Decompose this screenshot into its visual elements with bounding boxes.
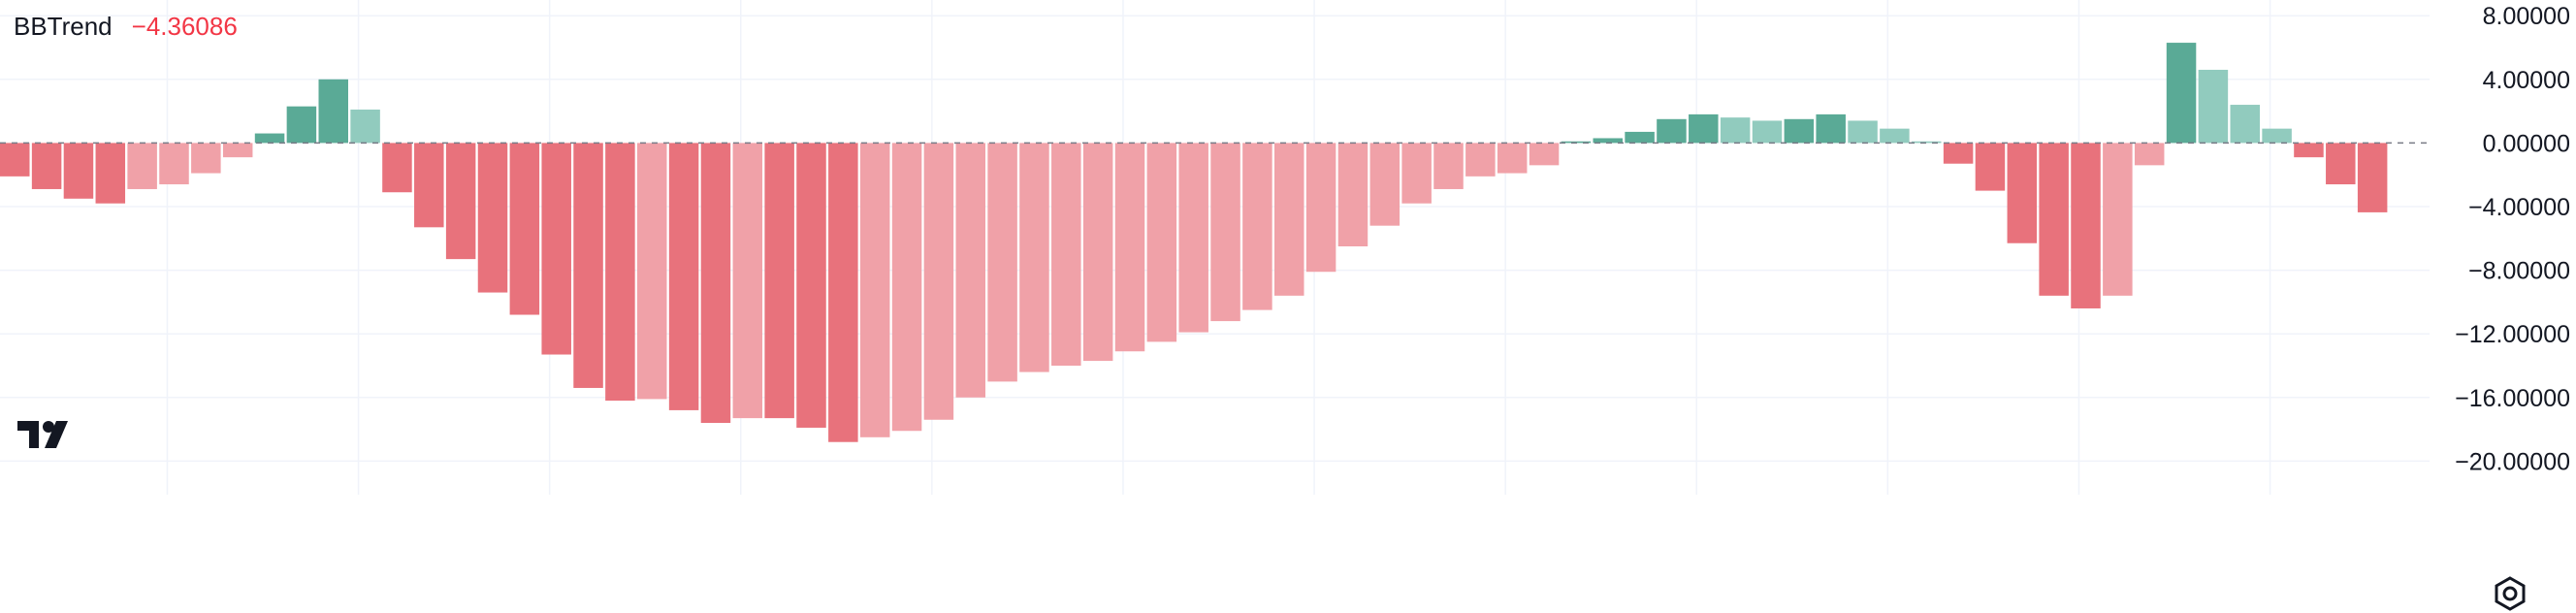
histogram-bar [1975,143,2006,191]
histogram-bar [2071,143,2101,308]
histogram-bar [1657,118,1687,144]
histogram-bar [1816,113,1846,144]
histogram-bar [191,143,221,174]
histogram-bar [859,143,890,437]
histogram-bar [732,143,763,419]
histogram-bar [891,143,922,432]
histogram-bar [1497,143,1528,174]
y-tick-label: −16.00000 [2455,385,2570,412]
histogram-bar [1593,138,1623,144]
histogram-bar [1146,143,1177,342]
indicator-value: −4.36086 [131,12,238,41]
histogram-bar [1465,143,1496,177]
histogram-bar [2198,69,2229,144]
histogram-bar [955,143,985,398]
chart-bars [0,43,2388,442]
histogram-bar [159,143,189,185]
histogram-bar [350,109,380,144]
histogram-bar [318,79,348,144]
histogram-bar [987,143,1017,382]
histogram-bar [31,143,62,189]
histogram-bar [637,143,667,400]
y-tick-label: −12.00000 [2455,321,2570,348]
histogram-bar [445,143,476,260]
histogram-bar [477,143,508,293]
histogram-bar [2230,105,2260,144]
y-tick-label: −8.00000 [2468,258,2570,285]
y-tick-label: 0.00000 [2483,130,2570,157]
histogram-bar [764,143,794,419]
tradingview-logo-icon[interactable] [17,419,78,450]
histogram-bar [2039,143,2069,296]
histogram-bar [1752,120,1783,144]
histogram-bar [1051,143,1081,366]
histogram-bar [796,143,826,428]
bbtrend-chart: 8.00000 4.00000 0.00000 −4.00000 −8.00000 −12… [0,0,2570,495]
histogram-bar [1401,143,1432,204]
histogram-bar [700,143,731,424]
histogram-bar [1561,141,1592,144]
histogram-bar [414,143,444,228]
histogram-bar [222,143,253,158]
histogram-bar [2007,143,2038,243]
settings-gear-icon[interactable] [2491,574,2529,613]
indicator-name: BBTrend [14,12,113,41]
histogram-bar [828,143,858,442]
histogram-bar [1720,117,1751,144]
histogram-bar [2262,128,2292,144]
histogram-bar [1178,143,1208,333]
histogram-bar [95,143,126,204]
histogram-bar [1912,141,1942,144]
y-tick-label: 4.00000 [2483,67,2570,94]
histogram-bar [0,143,30,177]
histogram-bar [2294,143,2324,158]
histogram-bar [1019,143,1049,372]
histogram-bar [1274,143,1304,296]
histogram-bar [1433,143,1464,189]
histogram-bar [382,143,412,193]
histogram-bar [2103,143,2133,296]
y-tick-label: −4.00000 [2468,194,2570,221]
histogram-bar [1625,131,1655,144]
histogram-bar [1369,143,1401,226]
histogram-bar [1242,143,1272,310]
histogram-bar [1529,143,1560,166]
histogram-bar [1784,118,1815,144]
histogram-bar [1210,143,1240,322]
histogram-bar [541,143,571,355]
histogram-bar [668,143,699,410]
histogram-bar [2326,143,2356,185]
histogram-bar [1880,128,1910,144]
indicator-legend[interactable]: BBTrend −4.36086 [14,12,238,42]
price-axis[interactable]: 8.00000 4.00000 0.00000 −4.00000 −8.00000 −12… [2455,3,2570,475]
y-tick-label: −20.00000 [2455,448,2570,475]
histogram-bar [2166,43,2197,144]
histogram-bar [2357,143,2388,212]
histogram-bar [1082,143,1113,362]
histogram-bar [1848,120,1878,144]
histogram-bar [923,143,954,420]
histogram-bar [127,143,157,189]
histogram-bar [2134,143,2165,166]
histogram-bar [1943,143,1974,164]
histogram-bar [573,143,603,388]
histogram-bar [1114,143,1145,352]
histogram-bar [1689,113,1719,144]
histogram-bar [286,106,317,144]
histogram-bar [1305,143,1336,273]
histogram-bar [605,143,635,402]
y-tick-label: 8.00000 [2483,3,2570,30]
histogram-bar [254,133,285,144]
histogram-bar [63,143,94,199]
histogram-bar [509,143,540,315]
histogram-bar [1337,143,1368,246]
